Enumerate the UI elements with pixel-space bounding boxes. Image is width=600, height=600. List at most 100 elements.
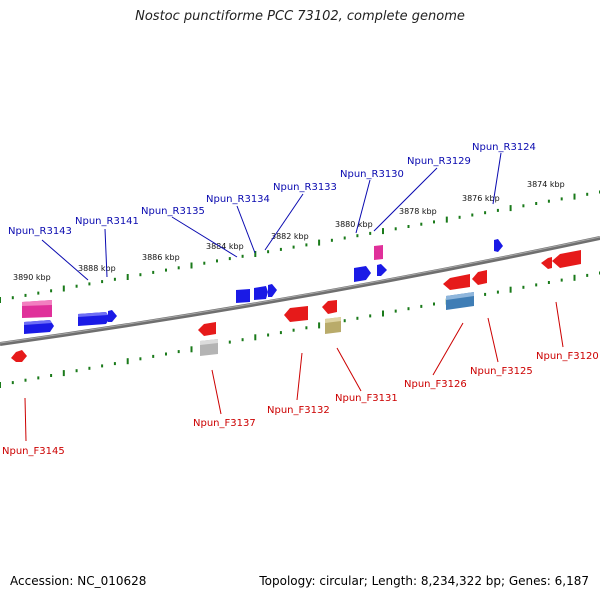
misc-gene-block[interactable] xyxy=(446,292,474,310)
major-tick xyxy=(254,334,257,341)
gene-arrow-reverse[interactable] xyxy=(254,286,268,300)
reverse-gene-labels: Npun_R3143 Npun_R3141 Npun_R3135 Npun_R3… xyxy=(8,142,536,237)
genome-backbone-highlight xyxy=(0,236,600,344)
minor-tick xyxy=(369,314,372,318)
leader-line xyxy=(24,397,27,442)
major-tick xyxy=(62,285,65,292)
gene-label-forward[interactable]: Npun_F3137 xyxy=(193,418,256,429)
kbp-label: 3876 kbp xyxy=(462,194,500,203)
gene-label-reverse[interactable]: Npun_R3141 xyxy=(75,216,139,227)
minor-tick xyxy=(152,354,155,358)
gene-arrow-forward[interactable] xyxy=(541,257,552,269)
minor-tick xyxy=(356,234,359,238)
minor-tick xyxy=(407,307,410,311)
gene-arrow-reverse[interactable] xyxy=(377,264,387,276)
gene-arrow-reverse[interactable] xyxy=(78,312,110,326)
minor-tick xyxy=(484,292,487,296)
kbp-label: 3882 kbp xyxy=(271,232,309,241)
kbp-label: 3890 kbp xyxy=(13,273,51,282)
minor-tick xyxy=(522,204,525,208)
gene-arrow-forward[interactable] xyxy=(11,350,27,362)
minor-tick xyxy=(547,281,550,284)
minor-tick xyxy=(11,381,14,385)
minor-tick xyxy=(24,378,27,382)
gene-label-reverse[interactable]: Npun_R3143 xyxy=(8,226,72,237)
minor-tick xyxy=(75,284,78,288)
major-tick xyxy=(318,322,321,329)
gene-arrow-forward[interactable] xyxy=(198,322,216,336)
gene-label-reverse[interactable]: Npun_R3135 xyxy=(141,206,205,217)
gene-arrow-forward[interactable] xyxy=(284,306,308,322)
gene-label-reverse[interactable]: Npun_R3133 xyxy=(273,182,337,193)
minor-tick xyxy=(113,362,116,366)
minor-tick xyxy=(101,364,104,368)
minor-tick xyxy=(369,231,372,235)
rna-gene-block[interactable] xyxy=(22,300,52,318)
kbp-label: 3884 kbp xyxy=(206,242,244,251)
minor-tick xyxy=(547,199,550,203)
pseudo-gene-block[interactable] xyxy=(325,317,341,334)
leader-line xyxy=(236,205,256,254)
minor-tick xyxy=(50,289,53,293)
gene-arrow-forward[interactable] xyxy=(443,274,470,290)
gene-label-forward[interactable]: Npun_F3145 xyxy=(2,446,65,457)
minor-tick xyxy=(241,338,244,342)
gene-label-reverse[interactable]: Npun_R3130 xyxy=(340,169,404,180)
minor-tick xyxy=(24,293,27,297)
minor-tick xyxy=(11,296,14,300)
minor-tick xyxy=(267,333,270,337)
minor-tick xyxy=(305,243,308,247)
forward-gene-labels: Npun_F3145 Npun_F3137 Npun_F3132 Npun_F3… xyxy=(2,351,599,457)
pseudo-gene-block[interactable] xyxy=(200,339,218,356)
minor-tick xyxy=(433,220,435,224)
leader-line xyxy=(432,322,464,376)
minor-tick xyxy=(394,309,397,313)
gene-arrow-reverse[interactable] xyxy=(24,320,54,334)
minor-tick xyxy=(139,357,142,361)
major-tick xyxy=(0,297,1,303)
gene-label-reverse[interactable]: Npun_R3129 xyxy=(407,156,471,167)
gene-arrow-reverse[interactable] xyxy=(108,310,117,322)
kbp-label: 3886 kbp xyxy=(142,253,180,262)
gene-label-forward[interactable]: Npun_F3120 xyxy=(536,351,599,362)
gene-label-forward[interactable]: Npun_F3131 xyxy=(335,393,398,404)
minor-tick xyxy=(420,222,423,226)
page-title: Nostoc punctiforme PCC 73102, complete g… xyxy=(135,9,465,24)
gene-arrow-forward[interactable] xyxy=(472,270,487,285)
gene-label-forward[interactable]: Npun_F3132 xyxy=(267,405,330,416)
minor-tick xyxy=(496,290,499,294)
minor-tick xyxy=(292,245,295,249)
gene-label-reverse[interactable]: Npun_R3124 xyxy=(472,142,536,153)
rna-gene-block[interactable] xyxy=(374,245,383,260)
leader-line xyxy=(555,301,564,348)
minor-tick xyxy=(586,273,589,277)
gene-arrow-forward[interactable] xyxy=(322,300,337,314)
kbp-labels: 3874 kbp 3876 kbp 3878 kbp 3880 kbp 3882… xyxy=(13,180,565,282)
major-tick xyxy=(190,346,193,353)
accession-text: Accession: NC_010628 xyxy=(10,574,147,588)
major-tick xyxy=(318,239,321,246)
leader-line xyxy=(211,369,222,415)
minor-tick xyxy=(305,326,308,330)
minor-tick xyxy=(522,285,525,289)
gene-arrow-reverse[interactable] xyxy=(354,266,371,282)
major-tick xyxy=(509,205,512,212)
minor-tick xyxy=(165,268,167,272)
leader-line xyxy=(487,317,499,363)
minor-tick xyxy=(177,266,180,270)
gene-arrow-reverse[interactable] xyxy=(494,239,503,252)
minor-tick xyxy=(407,225,410,228)
leader-line xyxy=(104,228,108,278)
minor-tick xyxy=(139,273,142,277)
gene-arrow-reverse[interactable] xyxy=(268,284,277,297)
minor-tick xyxy=(356,316,359,320)
reverse-leader-lines xyxy=(41,152,502,281)
gene-label-forward[interactable]: Npun_F3126 xyxy=(404,379,467,390)
minor-tick xyxy=(496,208,499,212)
minor-tick xyxy=(216,259,218,263)
gene-arrow-reverse[interactable] xyxy=(236,289,250,303)
minor-tick xyxy=(343,236,346,240)
gene-arrow-forward[interactable] xyxy=(552,250,581,268)
gene-label-forward[interactable]: Npun_F3125 xyxy=(470,366,533,377)
gene-label-reverse[interactable]: Npun_R3134 xyxy=(206,194,270,205)
